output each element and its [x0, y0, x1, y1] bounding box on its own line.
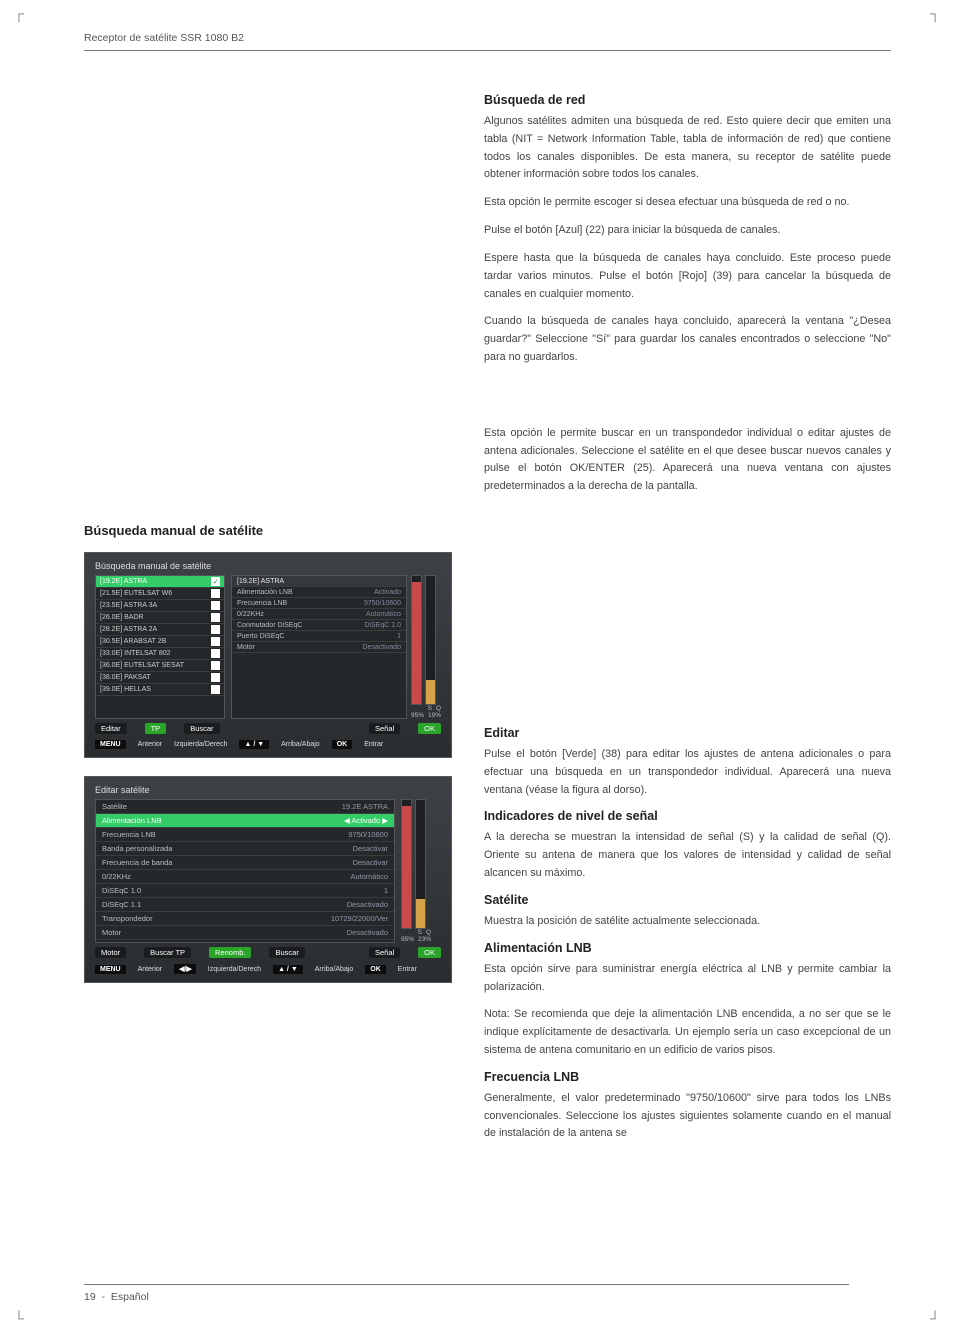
sat-item[interactable]: [26.0E] BADR	[96, 612, 224, 624]
btn-motor[interactable]: Motor	[95, 947, 126, 958]
edit-row[interactable]: MotorDesactivado	[96, 926, 394, 940]
sat-item[interactable]: [30.5E] ARABSAT 2B	[96, 636, 224, 648]
right-column: Búsqueda de red Algunos satélites admite…	[484, 93, 891, 1153]
edit-row[interactable]: DiSEqC 1.1Desactivado	[96, 898, 394, 912]
prop-row: 0/22KHzAutomático	[232, 609, 406, 620]
s-label: S	[418, 929, 422, 936]
page-lang: Español	[111, 1291, 149, 1303]
q-label: Q	[426, 929, 431, 936]
btn-ok2[interactable]: OK	[418, 947, 441, 958]
p-s7-1: Generalmente, el valor predeterminado "9…	[484, 1090, 891, 1143]
help-ok: OK	[332, 740, 353, 749]
sat-item[interactable]: [28.2E] ASTRA 2A	[96, 624, 224, 636]
prop-row: Frecuencia LNB9750/10600	[232, 598, 406, 609]
osd2-meters	[401, 799, 427, 929]
edit-row[interactable]: 0/22KHzAutomático	[96, 870, 394, 884]
osd2-help: MENU Anterior ◀ / ▶ Izquierda/Derech ▲ /…	[95, 964, 441, 974]
lbl-senal: Señal	[369, 723, 400, 734]
edit-row[interactable]: Banda personalizadaDesactivar	[96, 842, 394, 856]
p-s6-1: Esta opción sirve para suministrar energ…	[484, 961, 891, 997]
osd-edit-satellite: Editar satélite Satélite19.2E ASTRAAlime…	[84, 776, 452, 983]
help-anterior: Anterior	[138, 741, 163, 748]
p-s4-1: A la derecha se muestran la intensidad d…	[484, 829, 891, 882]
help-ud: Arriba/Abajo	[315, 966, 354, 973]
btn-buscar2[interactable]: Buscar	[269, 947, 304, 958]
osd1-props-header: [19.2E] ASTRA	[237, 578, 284, 585]
help-entrar: Entrar	[364, 741, 383, 748]
prop-row: MotorDesactivado	[232, 642, 406, 653]
left-column: Búsqueda manual de satélite Búsqueda man…	[84, 93, 452, 1153]
edit-row[interactable]: Transpondedor10729/22000/Ver	[96, 912, 394, 926]
sat-item[interactable]: [23.5E] ASTRA 3A	[96, 600, 224, 612]
h-freq-lnb: Frecuencia LNB	[484, 1070, 891, 1084]
s-pct: 95%	[401, 936, 414, 943]
p-s1-3: Pulse el botón [Azul] (22) para iniciar …	[484, 222, 891, 240]
h-alim-lnb: Alimentación LNB	[484, 941, 891, 955]
prop-row: Puerto DiSEqC1	[232, 631, 406, 642]
help-entrar: Entrar	[398, 966, 417, 973]
osd1-sat-list: [19.2E] ASTRA✓[21.5E] EUTELSAT W6[23.5E]…	[95, 575, 225, 719]
help-menu: MENU	[95, 740, 126, 749]
sat-item[interactable]: [19.2E] ASTRA✓	[96, 576, 224, 588]
help-lr: Izquierda/Derech	[208, 966, 261, 973]
page-number: 19	[84, 1291, 96, 1303]
p-s1-1: Algunos satélites admiten una búsqueda d…	[484, 113, 891, 184]
help-anterior: Anterior	[138, 966, 163, 973]
sat-item[interactable]: [39.0E] HELLAS	[96, 684, 224, 696]
osd1-help: MENU Anterior Izquierda/Derech ▲ / ▼ Arr…	[95, 740, 441, 749]
osd1-meters	[411, 575, 437, 705]
help-arrows: ▲ / ▼	[239, 740, 269, 749]
help-menu: MENU	[95, 965, 126, 974]
p-s1-4: Espere hasta que la búsqueda de canales …	[484, 250, 891, 303]
osd1-props: [19.2E] ASTRA Alimentación LNBActivadoFr…	[231, 575, 407, 719]
sat-item[interactable]: [33.0E] INTELSAT 802	[96, 648, 224, 660]
edit-row[interactable]: Frecuencia LNB9750/10600	[96, 828, 394, 842]
prop-row: Alimentación LNBActivado	[232, 587, 406, 598]
help-arrows: ▲ / ▼	[273, 965, 303, 974]
p-s1-5: Cuando la búsqueda de canales haya concl…	[484, 313, 891, 366]
help-ud: Arriba/Abajo	[281, 741, 320, 748]
osd1-buttons: Editar TP Buscar Señal OK	[95, 723, 441, 734]
btn-ok[interactable]: OK	[418, 723, 441, 734]
s-pct: 95%	[411, 712, 424, 719]
osd2-title: Editar satélite	[95, 785, 441, 795]
p-s3-1: Pulse el botón [Verde] (38) para editar …	[484, 746, 891, 799]
osd2-buttons: Motor Buscar TP Renomb. Buscar Señal OK	[95, 947, 441, 958]
edit-row[interactable]: DiSEqC 1.01	[96, 884, 394, 898]
p-s6-2: Nota: Se recomienda que deje la alimenta…	[484, 1006, 891, 1059]
btn-buscar[interactable]: Buscar	[184, 723, 219, 734]
edit-row[interactable]: Alimentación LNB◀ Activado ▶	[96, 814, 394, 828]
q-pct: 23%	[418, 936, 431, 943]
osd2-table: Satélite19.2E ASTRAAlimentación LNB◀ Act…	[95, 799, 395, 943]
s-label: S	[428, 705, 432, 712]
sat-item[interactable]: [38.0E] PAKSAT	[96, 672, 224, 684]
edit-row[interactable]: Satélite19.2E ASTRA	[96, 800, 394, 814]
prop-row: Conmutador DiSEqCDiSEqC 1.0	[232, 620, 406, 631]
edit-row[interactable]: Frecuencia de bandaDesactivar	[96, 856, 394, 870]
btn-renomb[interactable]: Renomb.	[209, 947, 251, 958]
help-lr: Izquierda/Derech	[174, 741, 227, 748]
q-pct: 19%	[428, 712, 441, 719]
help-lrsym: ◀ / ▶	[174, 964, 196, 974]
h-busqueda-red: Búsqueda de red	[484, 93, 891, 107]
sat-item[interactable]: [21.5E] EUTELSAT W6	[96, 588, 224, 600]
btn-editar[interactable]: Editar	[95, 723, 127, 734]
section-title-manual: Búsqueda manual de satélite	[84, 523, 452, 538]
osd1-title: Búsqueda manual de satélite	[95, 561, 441, 571]
h-editar: Editar	[484, 726, 891, 740]
h-indicadores: Indicadores de nivel de señal	[484, 809, 891, 823]
q-label: Q	[436, 705, 441, 712]
p-s1-2: Esta opción le permite escoger si desea …	[484, 194, 891, 212]
sat-item[interactable]: [36.0E] EUTELSAT SESAT	[96, 660, 224, 672]
btn-buscartp[interactable]: Buscar TP	[144, 947, 191, 958]
btn-tp[interactable]: TP	[145, 723, 167, 734]
help-ok: OK	[365, 965, 386, 974]
osd-manual-search: Búsqueda manual de satélite [19.2E] ASTR…	[84, 552, 452, 758]
page-header: Receptor de satélite SSR 1080 B2	[84, 32, 891, 51]
h-satelite: Satélite	[484, 893, 891, 907]
p-s2-1: Esta opción le permite buscar en un tran…	[484, 425, 891, 496]
lbl-senal2: Señal	[369, 947, 400, 958]
p-s5-1: Muestra la posición de satélite actualme…	[484, 913, 891, 931]
page-footer: 19 - Español	[84, 1284, 849, 1303]
